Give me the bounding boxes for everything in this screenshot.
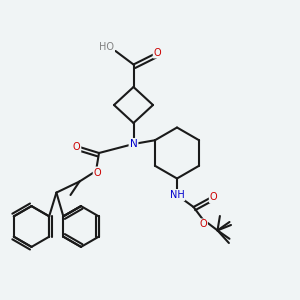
Text: O: O (154, 47, 161, 58)
Text: N: N (130, 139, 137, 149)
Text: O: O (199, 219, 207, 230)
Text: O: O (210, 192, 218, 202)
Text: O: O (94, 167, 101, 178)
Text: O: O (73, 142, 80, 152)
Text: NH: NH (169, 190, 184, 200)
Text: HO: HO (99, 42, 114, 52)
